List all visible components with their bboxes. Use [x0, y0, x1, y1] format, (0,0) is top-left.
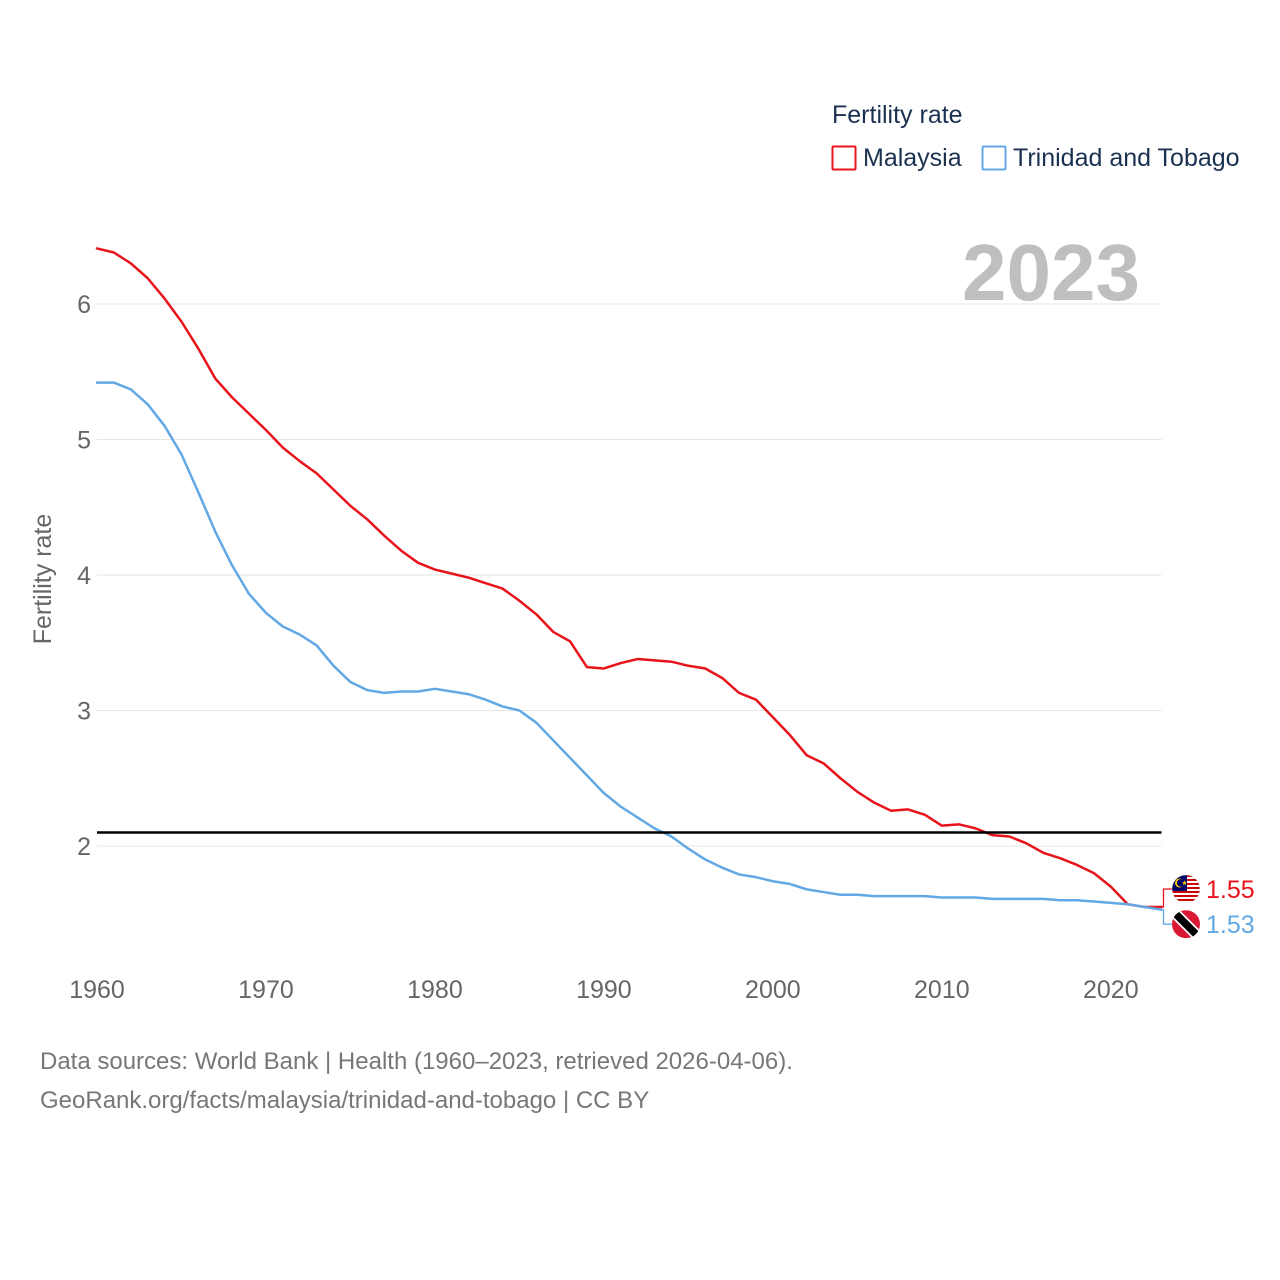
- y-tick-label-6: 6: [77, 291, 91, 319]
- legend: Fertility rate Malaysia Trinidad and Tob…: [831, 101, 1240, 172]
- end-labels: 1.55 1.53: [1161, 874, 1255, 939]
- end-label-connector-trinidad-and-tobago: [1161, 909, 1172, 925]
- legend-swatch-malaysia: [831, 145, 857, 171]
- x-tick-label-2000: 2000: [745, 976, 801, 1004]
- trinidad-and-tobago-flag-icon: [1172, 910, 1200, 939]
- series-line-trinidad-and-tobago: [95, 381, 1163, 911]
- legend-swatch-trinidad-and-tobago: [981, 145, 1007, 171]
- y-axis-title: Fertility rate: [29, 514, 57, 645]
- y-axis-ticks: 2 3 4 5 6: [77, 291, 91, 861]
- x-tick-label-1970: 1970: [238, 976, 294, 1004]
- malaysia-flag-icon: [1171, 874, 1201, 904]
- series-lines: [95, 247, 1163, 911]
- end-label-trinidad-and-tobago: 1.53: [1206, 911, 1255, 939]
- x-tick-label-1980: 1980: [407, 976, 463, 1004]
- y-tick-label-5: 5: [77, 427, 91, 455]
- series-line-malaysia: [95, 247, 1163, 909]
- x-tick-label-2010: 2010: [914, 976, 970, 1004]
- end-label-malaysia: 1.55: [1206, 876, 1255, 904]
- x-tick-label-2020: 2020: [1083, 976, 1139, 1004]
- y-tick-label-2: 2: [77, 833, 91, 861]
- y-tick-label-3: 3: [77, 698, 91, 726]
- end-label-connector-malaysia: [1161, 888, 1172, 908]
- current-year-label: 2023: [962, 228, 1140, 317]
- y-tick-label-4: 4: [77, 562, 91, 590]
- legend-label-trinidad-and-tobago: Trinidad and Tobago: [1013, 144, 1240, 172]
- x-tick-label-1960: 1960: [69, 976, 125, 1004]
- attribution-note: GeoRank.org/facts/malaysia/trinidad-and-…: [40, 1087, 649, 1114]
- x-tick-label-1990: 1990: [576, 976, 632, 1004]
- gridlines: [97, 303, 1162, 847]
- data-sources-note: Data sources: World Bank | Health (1960–…: [40, 1048, 793, 1075]
- x-axis-ticks: 1960 1970 1980 1990 2000 2010 2020: [69, 976, 1138, 1004]
- legend-label-malaysia: Malaysia: [863, 144, 962, 172]
- legend-title: Fertility rate: [832, 101, 963, 129]
